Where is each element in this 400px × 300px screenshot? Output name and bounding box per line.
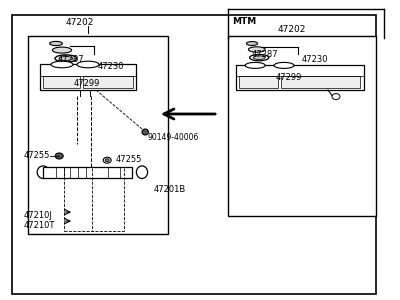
Text: 47210J: 47210J [24,212,53,220]
Circle shape [103,157,111,163]
Ellipse shape [51,61,73,68]
Text: 47299: 47299 [276,73,302,82]
Bar [40,64,136,90]
Ellipse shape [253,56,265,59]
Bar [43,76,80,88]
Bar [281,76,360,88]
Bar [236,65,364,90]
Text: 47255: 47255 [116,155,142,164]
Circle shape [332,94,340,100]
Ellipse shape [246,41,258,45]
Ellipse shape [37,166,49,178]
Ellipse shape [245,62,265,68]
Ellipse shape [142,129,148,135]
Bar [83,76,133,88]
Ellipse shape [248,47,265,52]
Text: MTM: MTM [232,16,256,26]
Text: 47255: 47255 [24,152,50,160]
Text: 47202: 47202 [66,18,94,27]
Ellipse shape [55,55,77,62]
Circle shape [55,153,63,159]
Bar [228,36,376,216]
Ellipse shape [250,54,269,61]
Text: 47202: 47202 [278,26,306,34]
Text: 47210T: 47210T [24,221,55,230]
Text: 47230: 47230 [302,56,328,64]
Circle shape [105,159,109,162]
Ellipse shape [136,166,148,178]
Text: 47287: 47287 [252,50,279,58]
Ellipse shape [274,62,294,68]
Bar [43,167,132,178]
Text: 90149-40006: 90149-40006 [148,134,199,142]
Text: 47299: 47299 [74,80,100,88]
Ellipse shape [50,41,62,46]
Ellipse shape [52,47,72,53]
Ellipse shape [77,61,99,68]
Text: 47287: 47287 [58,56,85,64]
Text: 47201B: 47201B [154,184,186,194]
Bar [239,76,278,88]
Text: 47230: 47230 [98,62,124,71]
Ellipse shape [59,56,73,60]
Bar [28,36,168,234]
